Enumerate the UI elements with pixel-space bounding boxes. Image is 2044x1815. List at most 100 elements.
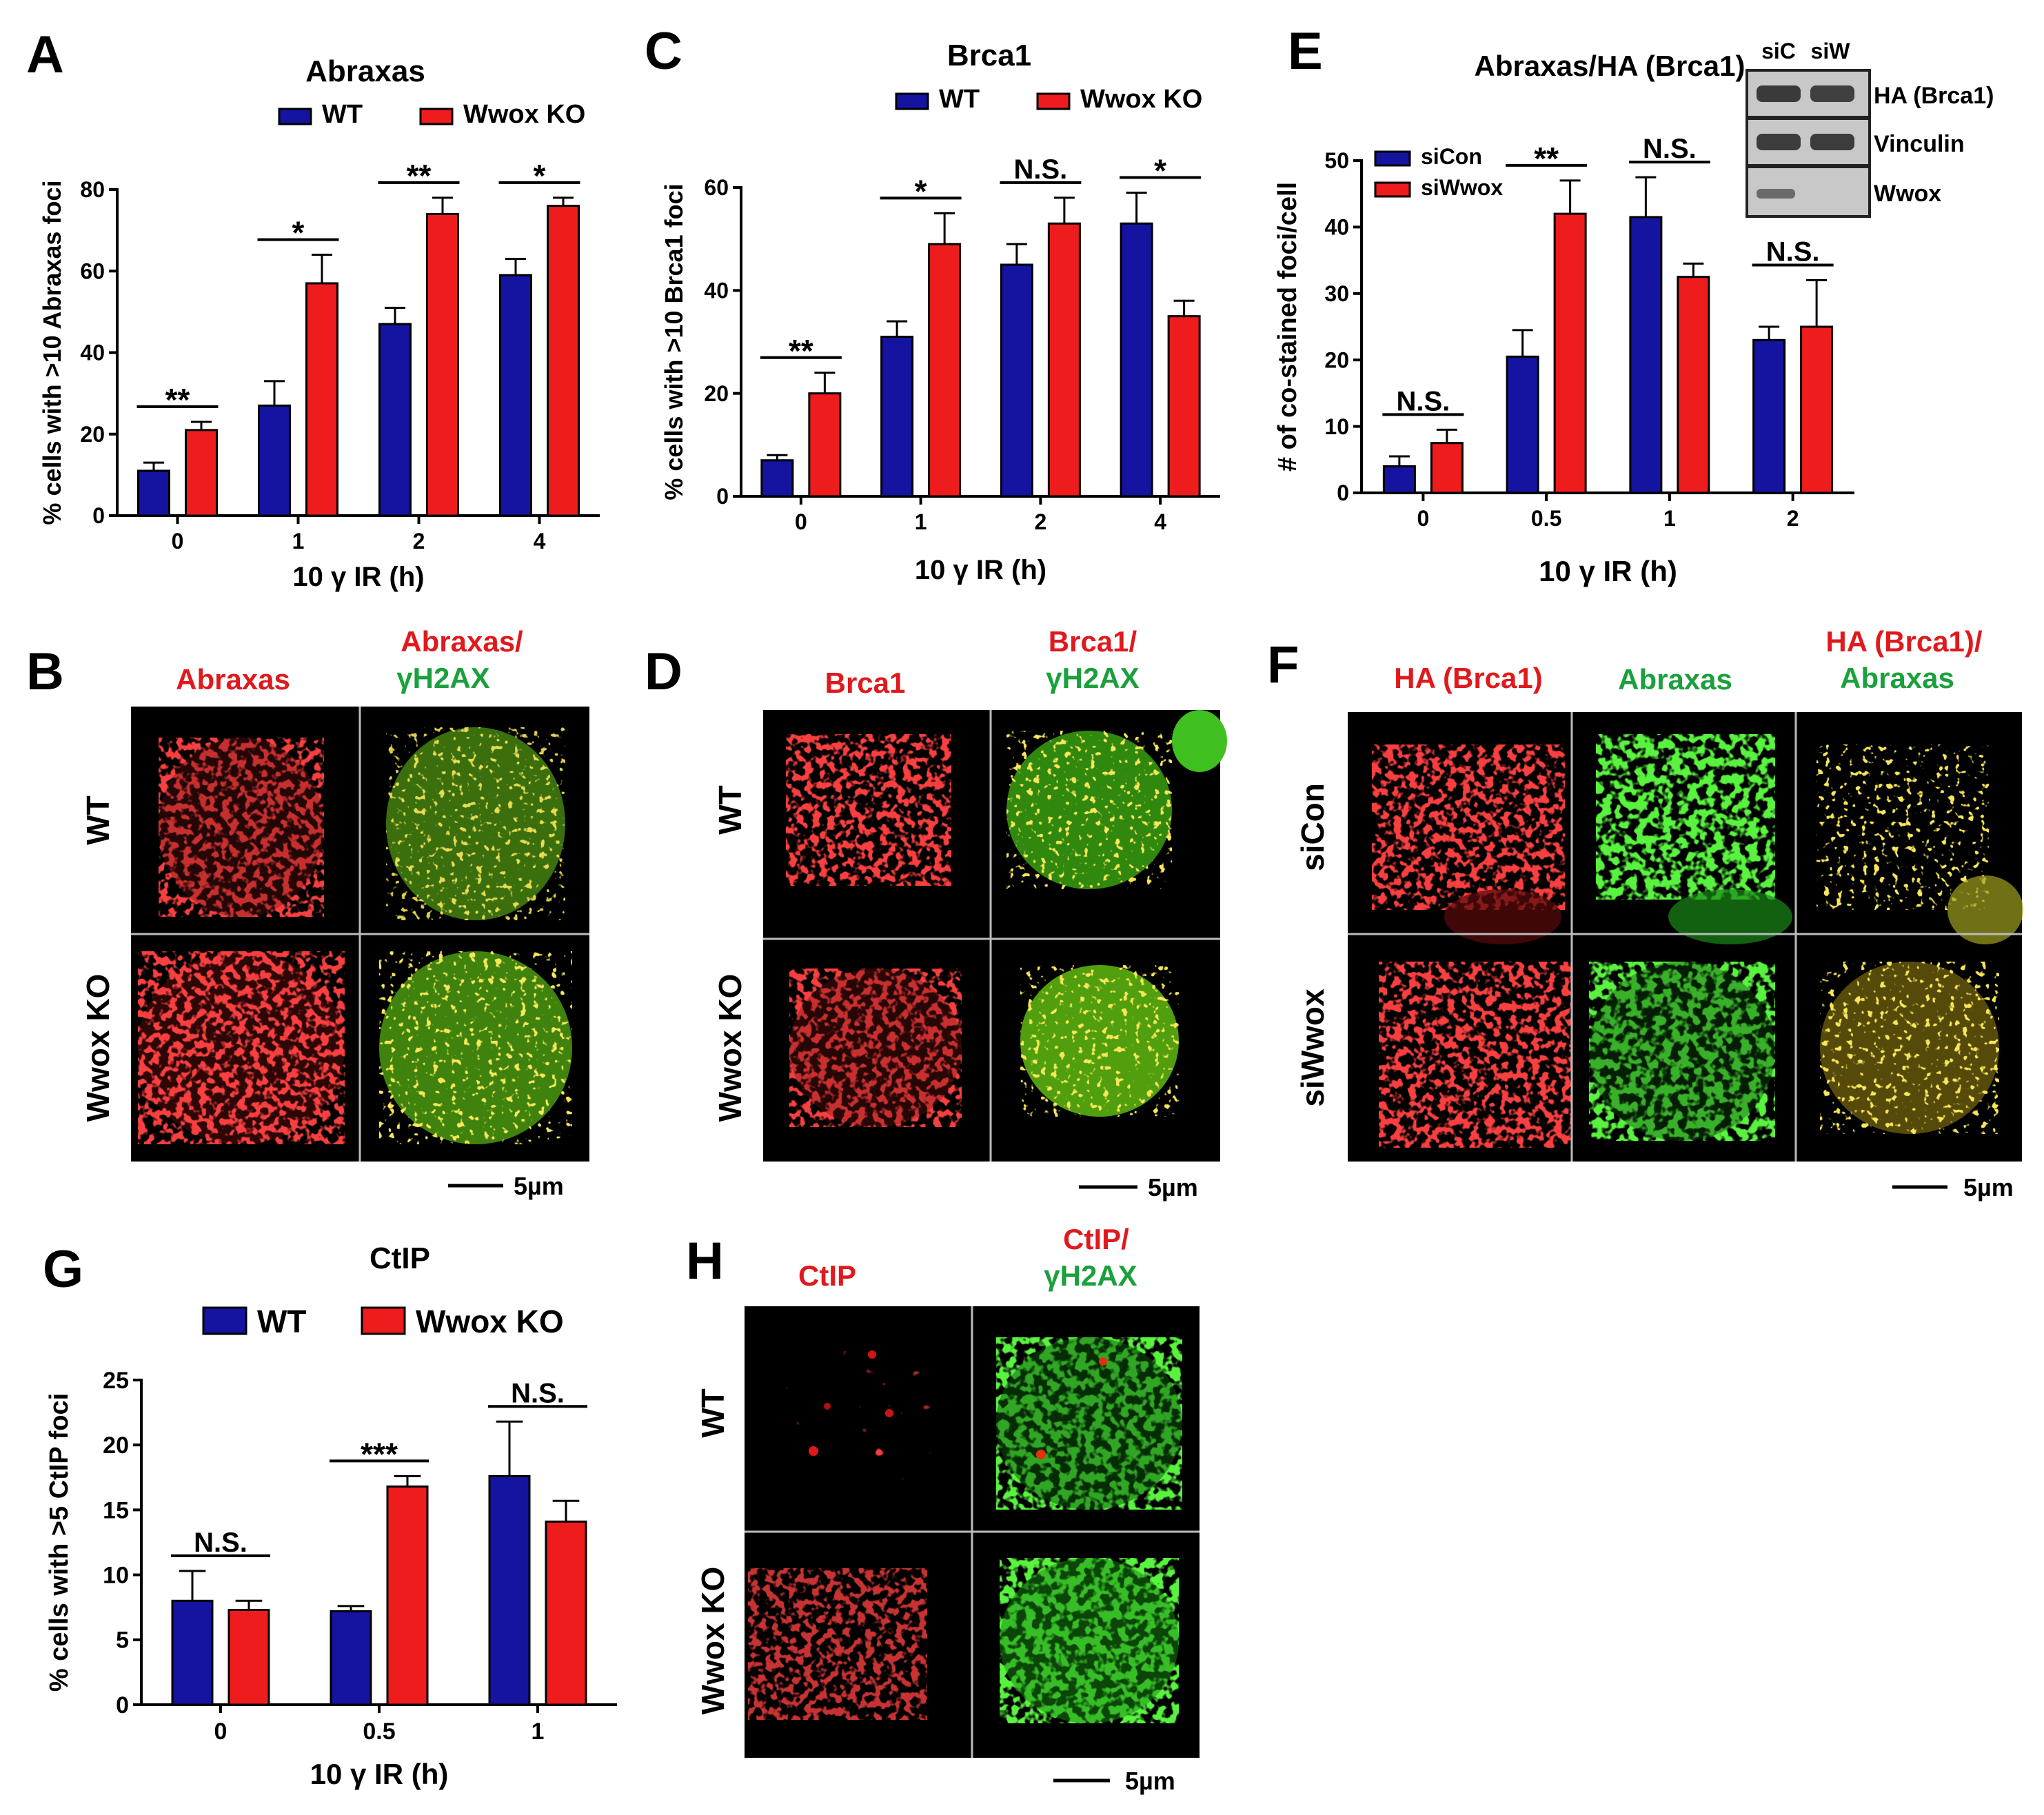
x-axis-label: 10 γ IR (h) bbox=[310, 1758, 449, 1790]
significance-label: ** bbox=[407, 158, 432, 194]
legend-label-wwox-ko: Wwox KO bbox=[1080, 85, 1202, 114]
y-tick-label: 20 bbox=[80, 422, 105, 447]
x-tick-label: 2 bbox=[1787, 506, 1799, 531]
bar-sicon-0 bbox=[1382, 465, 1416, 494]
legend-swatch-sicon bbox=[1374, 150, 1411, 167]
panel-letter-f: F bbox=[1267, 636, 1299, 694]
significance-label: *** bbox=[361, 1436, 398, 1472]
significance-label: N.S. bbox=[194, 1528, 247, 1558]
chart-abraxas-ha-brca1: Abraxas/HA (Brca1)siConsiWwox01020304050… bbox=[1273, 50, 1854, 587]
bar-wt-4 bbox=[1120, 222, 1153, 498]
chart-title: Abraxas bbox=[305, 54, 425, 88]
y-axis-label: % cells with >10 Abraxas foci bbox=[38, 181, 66, 525]
legend-swatch-wt bbox=[278, 108, 312, 125]
bar-wt-2 bbox=[378, 323, 412, 517]
micrograph-panel-b: Abraxas Abraxas/ γH2AX WT Wwox KO 5µm bbox=[80, 625, 589, 1200]
blot-label-ha: HA (Brca1) bbox=[1874, 83, 1994, 109]
bar-wt-1 bbox=[488, 1474, 531, 1706]
d-col-brca1: Brca1 bbox=[825, 667, 906, 699]
legend-label-wt: WT bbox=[939, 85, 980, 114]
x-tick-label: 4 bbox=[534, 529, 546, 554]
legend-label-wt: WT bbox=[257, 1304, 307, 1339]
h-col-merge-green: γH2AX bbox=[1044, 1259, 1137, 1292]
y-tick-label: 40 bbox=[80, 341, 105, 365]
y-tick-label: 40 bbox=[1324, 215, 1349, 240]
y-tick-label: 0 bbox=[116, 1692, 129, 1718]
x-tick-label: 1 bbox=[1663, 506, 1676, 531]
b-col-merge-red: Abraxas/ bbox=[401, 625, 523, 658]
significance-label: N.S. bbox=[1766, 237, 1820, 267]
significance-label: * bbox=[534, 158, 546, 194]
western-blot: siC siW HA (Brca1) Vinculin Wwox bbox=[1746, 39, 1994, 218]
y-tick-label: 80 bbox=[80, 177, 105, 202]
bar-wwox-ko-0.5 bbox=[386, 1485, 429, 1706]
bar-wt-0.5 bbox=[330, 1610, 372, 1706]
f-col-abraxas: Abraxas bbox=[1618, 663, 1732, 696]
chart-title: Brca1 bbox=[947, 39, 1031, 72]
significance-label: ** bbox=[1534, 141, 1559, 176]
x-axis-label: 10 γ IR (h) bbox=[292, 562, 424, 592]
y-tick-label: 60 bbox=[704, 175, 729, 200]
d-col-merge-red: Brca1/ bbox=[1049, 625, 1137, 658]
x-tick-label: 1 bbox=[532, 1718, 545, 1745]
significance-label: ** bbox=[789, 333, 813, 369]
x-tick-label: 0.5 bbox=[1531, 506, 1561, 531]
panel-letter-b: B bbox=[26, 642, 64, 701]
bar-siwwox-0.5 bbox=[1553, 212, 1587, 494]
bar-wwox-ko-4 bbox=[547, 205, 580, 517]
bar-siwwox-1 bbox=[1677, 276, 1710, 494]
blot-lane-siw: siW bbox=[1811, 39, 1851, 63]
x-tick-label: 2 bbox=[1034, 509, 1046, 534]
significance-label: N.S. bbox=[1643, 134, 1697, 164]
significance-label: N.S. bbox=[1013, 154, 1067, 185]
x-tick-label: 4 bbox=[1154, 509, 1166, 534]
bar-wwox-ko-1 bbox=[928, 243, 962, 498]
y-tick-label: 5 bbox=[116, 1628, 129, 1654]
micrograph-panel-d: Brca1 Brca1/ γH2AX WT Wwox KO 5µm bbox=[712, 625, 1227, 1201]
x-axis-label: 10 γ IR (h) bbox=[915, 555, 1046, 585]
micrograph-panel-f: HA (Brca1) Abraxas HA (Brca1)/ Abraxas s… bbox=[1295, 625, 2023, 1201]
panel-letter-h: H bbox=[686, 1232, 724, 1290]
f-row-siwwox: siWwox bbox=[1295, 988, 1330, 1107]
d-row-wt: WT bbox=[712, 785, 748, 835]
y-tick-label: 25 bbox=[103, 1368, 129, 1394]
d-scale: 5µm bbox=[1148, 1173, 1198, 1201]
h-col-ctip: CtIP bbox=[798, 1259, 856, 1292]
d-row-wwox-ko: Wwox KO bbox=[712, 974, 748, 1122]
h-row-wt: WT bbox=[695, 1388, 731, 1438]
panel-letter-a: A bbox=[26, 26, 64, 84]
significance-label: N.S. bbox=[511, 1378, 565, 1408]
bar-wwox-ko-2 bbox=[426, 212, 459, 517]
y-tick-label: 0 bbox=[716, 484, 729, 509]
y-tick-label: 30 bbox=[1324, 281, 1349, 306]
significance-label: * bbox=[292, 215, 305, 251]
x-tick-label: 2 bbox=[413, 529, 425, 554]
legend-label-wwox-ko: Wwox KO bbox=[463, 100, 585, 129]
f-col-ha: HA (Brca1) bbox=[1394, 662, 1543, 694]
bar-wwox-ko-2 bbox=[1047, 222, 1081, 498]
legend-label-sicon: siCon bbox=[1421, 144, 1482, 169]
legend-swatch-wt bbox=[202, 1306, 247, 1335]
bar-wwox-ko-0 bbox=[227, 1608, 270, 1706]
y-axis-label: # of co-stained foci/cell bbox=[1273, 182, 1302, 472]
x-tick-label: 0 bbox=[172, 529, 184, 554]
x-tick-label: 1 bbox=[292, 529, 305, 554]
x-tick-label: 0.5 bbox=[363, 1718, 395, 1745]
significance-label: * bbox=[915, 173, 927, 209]
bar-wwox-ko-1 bbox=[305, 282, 338, 517]
bar-wt-1 bbox=[880, 336, 914, 498]
bar-wwox-ko-0 bbox=[808, 392, 842, 498]
h-col-merge-red: CtIP/ bbox=[1063, 1223, 1129, 1255]
y-axis-label: % cells with >5 CtIP foci bbox=[45, 1393, 74, 1692]
y-tick-label: 20 bbox=[103, 1432, 129, 1459]
b-col-abraxas: Abraxas bbox=[176, 663, 290, 696]
h-row-wwox-ko: Wwox KO bbox=[695, 1567, 731, 1715]
y-axis-label: % cells with >10 Brca1 foci bbox=[660, 183, 688, 500]
y-tick-label: 50 bbox=[1324, 148, 1349, 173]
bar-siwwox-0 bbox=[1430, 442, 1464, 494]
panel-letter-c: C bbox=[645, 22, 682, 81]
bar-wt-1 bbox=[258, 404, 291, 517]
f-scale: 5µm bbox=[1963, 1173, 2014, 1201]
